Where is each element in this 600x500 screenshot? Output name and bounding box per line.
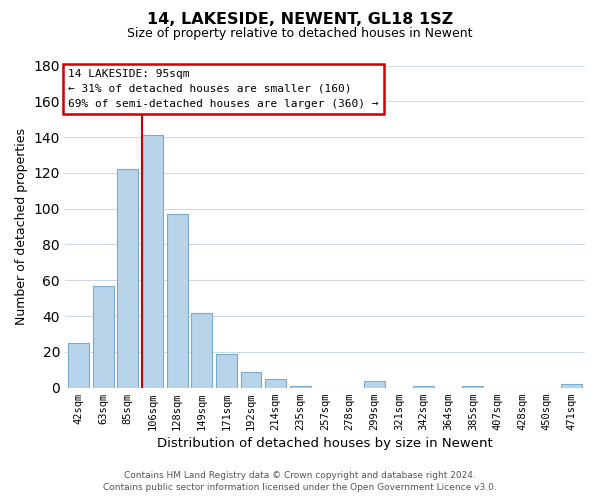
Bar (216, 354, 237, 388)
Bar (290, 386, 311, 388)
Text: 14 LAKESIDE: 95sqm
← 31% of detached houses are smaller (160)
69% of semi-detach: 14 LAKESIDE: 95sqm ← 31% of detached hou… (68, 69, 379, 108)
Bar (117, 170, 138, 388)
Bar (92, 286, 113, 388)
Bar (561, 384, 582, 388)
Text: 14, LAKESIDE, NEWENT, GL18 1SZ: 14, LAKESIDE, NEWENT, GL18 1SZ (147, 12, 453, 28)
Bar (463, 386, 484, 388)
Bar (265, 378, 286, 388)
Bar (364, 380, 385, 388)
X-axis label: Distribution of detached houses by size in Newent: Distribution of detached houses by size … (157, 437, 493, 450)
Bar (68, 343, 89, 388)
Bar (167, 214, 188, 388)
Bar (413, 386, 434, 388)
Bar (142, 136, 163, 388)
Bar (241, 372, 262, 388)
Text: Contains HM Land Registry data © Crown copyright and database right 2024.
Contai: Contains HM Land Registry data © Crown c… (103, 471, 497, 492)
Text: Size of property relative to detached houses in Newent: Size of property relative to detached ho… (127, 28, 473, 40)
Y-axis label: Number of detached properties: Number of detached properties (15, 128, 28, 325)
Bar (191, 312, 212, 388)
